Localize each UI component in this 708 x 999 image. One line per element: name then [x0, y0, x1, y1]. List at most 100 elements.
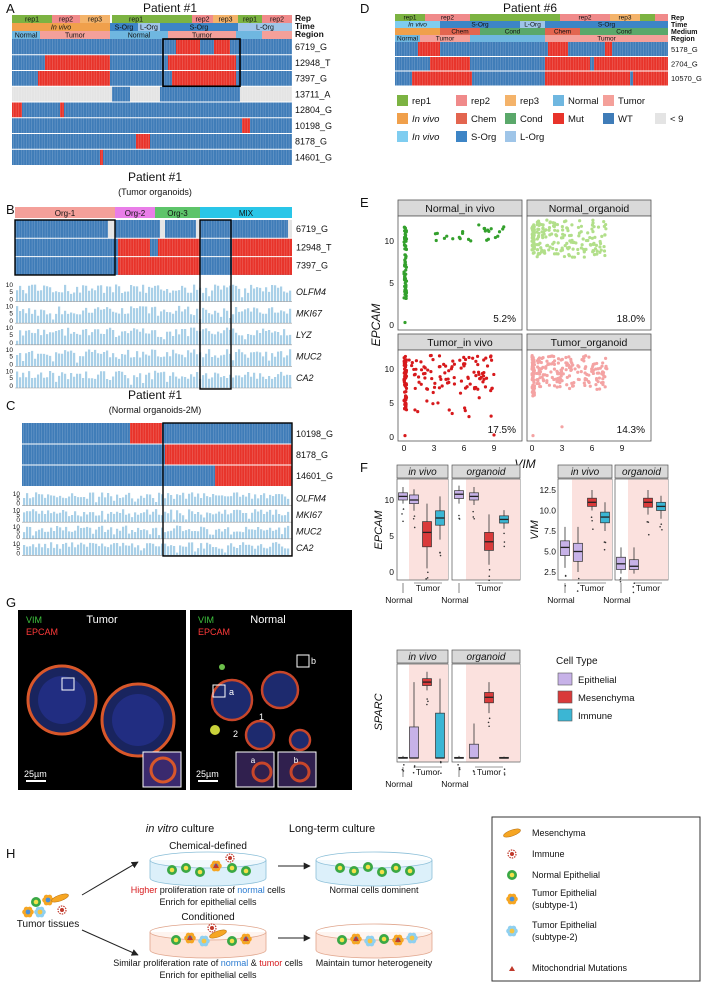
- plot-frame: [526, 215, 652, 331]
- scatter-point: [560, 425, 564, 429]
- scatter-point: [452, 382, 457, 386]
- box-outlier: [458, 514, 460, 517]
- box-outlier: [632, 586, 635, 588]
- scatter-point: [531, 229, 535, 233]
- label: S-Org: [471, 22, 489, 29]
- heat-cell: [60, 102, 64, 118]
- scatter-point: [570, 223, 574, 227]
- scatter-point: [474, 374, 478, 378]
- text-part: proliferation rate of: [157, 885, 237, 895]
- scatter-point: [457, 235, 461, 239]
- scatter-point: [582, 250, 586, 254]
- scatter-point: [402, 270, 406, 274]
- scatter-point: [403, 237, 407, 241]
- scatter-point: [546, 362, 550, 367]
- scatter-point: [532, 238, 536, 242]
- y-tick-label: 5: [389, 531, 394, 541]
- scatter-point: [476, 370, 481, 374]
- scatter-point: [601, 377, 605, 381]
- scatter-point: [404, 265, 409, 269]
- scatter-point: [502, 225, 506, 229]
- box-outlier: [440, 772, 442, 775]
- heat-cell: [590, 56, 594, 71]
- label: L-Org: [524, 22, 541, 29]
- scatter-point: [536, 248, 540, 252]
- row-label: 10198_G: [295, 121, 332, 131]
- scatter-point: [483, 385, 488, 389]
- annotation-segment: [112, 15, 160, 23]
- legend-label: Normal Epithelial: [532, 870, 600, 880]
- scatter-point: [492, 372, 496, 377]
- scatter-point: [546, 355, 551, 359]
- scatter-point: [556, 372, 561, 376]
- scatter-point: [423, 371, 427, 376]
- annotation-segment: [395, 21, 440, 28]
- highlight-box: [162, 422, 293, 557]
- scatter-point: [413, 386, 417, 391]
- box-outlier: [439, 552, 441, 554]
- axis-label: EPCAM: [369, 304, 383, 347]
- heat-cell: [130, 86, 160, 102]
- y-tick-label: 0: [389, 567, 394, 577]
- box-outlier: [619, 580, 622, 583]
- annotation-segment: [420, 35, 470, 42]
- box-outlier: [488, 725, 490, 728]
- panel-subtitle: (Tumor organoids): [118, 187, 192, 197]
- expression-bars: [23, 542, 290, 556]
- scatter-point: [416, 409, 420, 414]
- box-body: [560, 540, 570, 556]
- row-label: 14601_G: [296, 471, 333, 481]
- group-label: Org-1: [55, 209, 76, 218]
- legend-title: Cell Type: [556, 656, 598, 667]
- heat-cell: [430, 56, 470, 71]
- mutation-marker: [213, 863, 219, 868]
- scatter-point: [594, 377, 599, 381]
- heat-cell: [548, 42, 568, 57]
- cell-nucleus: [367, 938, 373, 944]
- scatter-point: [460, 231, 465, 235]
- track-label: Region: [671, 36, 695, 43]
- scatter-point: [564, 355, 568, 360]
- scatter-point: [550, 375, 554, 380]
- scatter-point: [597, 387, 602, 391]
- scatter-point: [532, 241, 536, 245]
- stain-label: VIM: [26, 615, 42, 625]
- facet-title: Tumor_organoid: [551, 337, 628, 349]
- gene-label: MKI67: [296, 510, 323, 520]
- scatter-point: [590, 227, 594, 231]
- box-outlier: [401, 513, 403, 515]
- scatter-point: [596, 367, 600, 371]
- scatter-point: [532, 251, 536, 255]
- y-tick-label: 10: [385, 364, 395, 374]
- label: Normal: [128, 33, 151, 40]
- scatter-point: [592, 252, 597, 257]
- box-outlier: [402, 520, 404, 523]
- box-outlier: [412, 771, 415, 774]
- scatter-point: [564, 368, 568, 372]
- legend-swatch: [553, 95, 564, 106]
- scatter-point: [549, 370, 553, 374]
- heat-cell: [172, 70, 236, 87]
- scatter-point: [463, 406, 467, 410]
- scatter-point: [447, 369, 451, 373]
- scatter-point: [404, 296, 408, 300]
- label: rep2: [578, 15, 591, 22]
- scatter-point: [419, 382, 423, 386]
- scatter-point: [402, 367, 407, 371]
- scatter-point: [573, 367, 577, 371]
- facet-strip: [396, 649, 449, 664]
- tick-label: 0: [16, 550, 20, 557]
- heat-cell: [12, 102, 22, 118]
- label: Tumor: [192, 33, 213, 40]
- expression-bars: [16, 327, 292, 345]
- vim-signal: [219, 664, 225, 670]
- tick-label: 10: [6, 368, 14, 375]
- box-outlier: [403, 764, 405, 766]
- text-part: Higher: [131, 885, 158, 895]
- scatter-point: [547, 228, 551, 232]
- tick-label: 10: [6, 325, 14, 332]
- heat-cell: [214, 39, 230, 55]
- scatter-point: [586, 238, 590, 243]
- scatter-point: [556, 357, 561, 361]
